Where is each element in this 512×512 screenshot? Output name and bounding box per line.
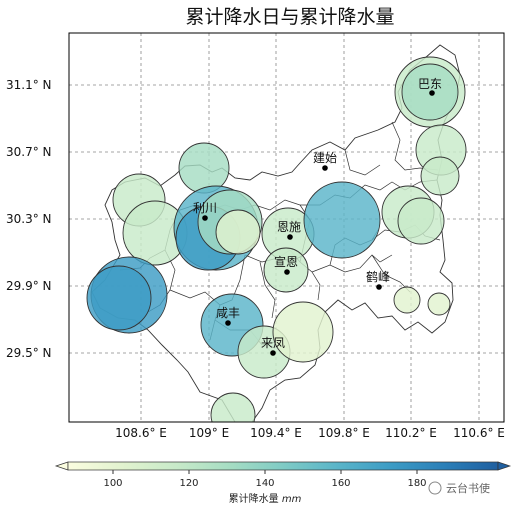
x-tick-label: 109° E	[189, 426, 229, 440]
city-label-xianfeng: 咸丰	[216, 306, 240, 320]
city-dot-badong	[429, 90, 435, 96]
station-circle	[397, 197, 445, 245]
city-dot-jianshi	[322, 165, 328, 171]
station-circle	[393, 286, 421, 314]
y-tick-label: 30.3° N	[6, 212, 52, 226]
x-tick-label: 110.2° E	[385, 426, 437, 440]
station-circle	[86, 265, 152, 331]
x-tick-label: 109.4° E	[250, 426, 302, 440]
station-circle	[272, 301, 334, 363]
colorbar-tick-label: 160	[331, 478, 350, 489]
city-label-hefeng: 鹤峰	[366, 269, 390, 284]
station-circles	[86, 56, 467, 422]
colorbar-tick-label: 120	[179, 478, 198, 489]
station-circle	[303, 181, 381, 259]
y-tick-label: 29.9° N	[6, 279, 52, 293]
colorbar-unit: mm	[282, 494, 302, 505]
city-label-jianshi: 建始	[313, 151, 337, 165]
watermark-text: 云台书使	[446, 481, 490, 495]
colorbar-tick-label: 180	[407, 478, 426, 489]
station-circle	[210, 392, 256, 422]
station-circle	[420, 156, 460, 196]
y-tick-label: 31.1° N	[6, 78, 52, 92]
colorbar-tick-label: 100	[103, 478, 122, 489]
colorbar-bar	[67, 461, 499, 471]
city-label-laifeng: 来凤	[261, 336, 285, 350]
plot-frame	[68, 32, 505, 423]
colorbar-label: 累计降水量 mm	[229, 492, 302, 505]
station-circle	[215, 209, 261, 255]
y-axis-ticks: 31.1° N 30.7° N 30.3° N 29.9° N 29.5° N	[6, 78, 52, 360]
colorbar-min-arrow	[54, 461, 69, 471]
station-circle	[178, 142, 230, 194]
x-tick-label: 110.6° E	[453, 426, 505, 440]
city-dot-hefeng	[376, 284, 382, 290]
city-markers: 巴东 建始 利川 恩施 宣恩 鹤峰 咸丰 来凤	[193, 77, 442, 356]
city-dot-lichuan	[202, 215, 208, 221]
colorbar-label-text: 累计降水量	[229, 492, 279, 505]
x-axis-ticks: 108.6° E 109° E 109.4° E 109.8° E 110.2°…	[115, 426, 505, 440]
x-tick-label: 108.6° E	[115, 426, 167, 440]
city-dot-enshi	[287, 234, 293, 240]
wechat-icon	[428, 481, 442, 495]
city-label-badong: 巴东	[418, 77, 442, 91]
city-label-lichuan: 利川	[193, 201, 217, 215]
x-tick-label: 109.8° E	[318, 426, 370, 440]
station-circle	[427, 292, 451, 316]
map-title: 累计降水日与累计降水量	[185, 6, 394, 28]
city-dot-xuanen	[284, 269, 290, 275]
city-dot-laifeng	[270, 350, 276, 356]
y-tick-label: 29.5° N	[6, 346, 52, 360]
watermark: 云台书使	[428, 481, 490, 495]
colorbar-max-arrow	[497, 461, 512, 471]
colorbar-tick-label: 140	[255, 478, 274, 489]
city-label-xuanen: 宣恩	[274, 254, 298, 269]
colorbar: 100 120 140 160 180 累计降水量 mm	[54, 461, 512, 505]
y-tick-label: 30.7° N	[6, 145, 52, 159]
city-label-enshi: 恩施	[277, 220, 301, 234]
city-dot-xianfeng	[225, 320, 231, 326]
